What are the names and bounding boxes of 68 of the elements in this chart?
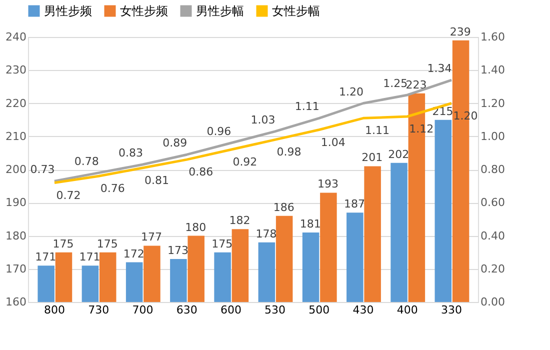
data-label: 0.98 [276,146,302,159]
data-label: 0.76 [100,182,125,196]
data-label: 187 [344,198,365,211]
y-tick-label: 220 [6,96,26,110]
y2-tick-label: 1.60 [480,30,505,44]
data-label: 1.34 [427,62,452,76]
y2-tick-label: 0.40 [480,229,505,242]
x-tick-label: 700 [132,304,154,316]
data-label: 201 [362,151,383,164]
y2-tick-label: 0.80 [480,163,505,176]
data-label: 171 [79,250,100,264]
legend-label: 女性步频 [120,4,168,18]
data-label: 193 [318,178,338,191]
data-label: 0.78 [74,154,99,168]
y-tick-label: 170 [6,262,26,276]
x-tick-label: 330 [441,304,462,316]
data-label: 0.73 [30,163,55,176]
y-tick-label: 180 [6,229,26,242]
y2-tick-label: 1.00 [480,130,505,143]
data-label: 186 [273,200,294,214]
data-label: 0.86 [188,166,214,179]
y2-tick-label: 0.00 [480,296,505,308]
data-label: 178 [256,227,277,240]
data-label: 180 [185,220,206,234]
x-tick-label: 400 [396,304,418,316]
data-label: 223 [406,78,427,92]
x-tick-label: 500 [308,304,330,316]
x-tick-label: 600 [220,304,242,316]
legend-label: 男性步幅 [196,4,244,18]
data-label: 175 [212,237,233,250]
y2-tick-label: 1.40 [480,64,505,77]
x-tick-label: 430 [352,304,374,316]
data-label: 0.89 [162,136,188,150]
y-tick-label: 240 [6,30,26,44]
data-label: 1.03 [250,113,276,126]
x-tick-label: 530 [264,304,286,316]
legend-label: 男性步频 [44,4,92,18]
data-label: 1.11 [294,100,320,114]
data-label: 175 [52,237,74,250]
data-label: 171 [35,250,56,264]
data-label: 1.11 [365,124,390,138]
data-label: 177 [141,230,162,244]
y-tick-label: 200 [6,163,26,176]
data-label: 0.81 [144,174,169,187]
y2-tick-label: 0.20 [480,262,505,276]
data-label: 0.92 [232,156,258,169]
x-tick-label: 730 [88,304,110,316]
data-label: 1.20 [339,85,364,98]
y-tick-label: 160 [6,296,26,308]
data-label: 239 [450,25,471,38]
data-label: 1.25 [383,76,408,90]
data-label: 181 [300,217,321,230]
data-label: 0.72 [56,188,81,202]
data-label: 202 [388,148,410,161]
y2-tick-label: 0.60 [480,196,505,210]
legend-label: 女性步幅 [272,4,320,18]
y-tick-label: 230 [6,64,26,77]
y2-tick-label: 1.20 [480,96,505,110]
data-label: 0.83 [118,146,143,160]
data-label: 1.04 [320,136,346,149]
data-label: 0.96 [206,125,232,138]
data-label: 182 [229,214,250,228]
x-tick-label: 630 [176,304,198,316]
y-tick-label: 190 [6,196,26,210]
y-tick-label: 210 [6,130,26,143]
x-tick-label: 800 [44,304,65,316]
data-label: 175 [96,237,118,250]
data-label: 172 [123,247,144,260]
